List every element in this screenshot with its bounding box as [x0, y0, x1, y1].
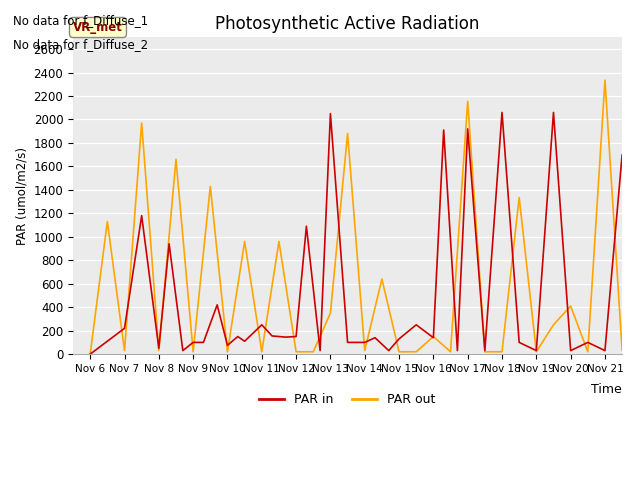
Text: No data for f_Diffuse_1: No data for f_Diffuse_1: [13, 14, 148, 27]
Text: Time: Time: [591, 383, 622, 396]
Title: Photosynthetic Active Radiation: Photosynthetic Active Radiation: [216, 15, 480, 33]
Legend: PAR in, PAR out: PAR in, PAR out: [254, 388, 441, 411]
Text: No data for f_Diffuse_2: No data for f_Diffuse_2: [13, 38, 148, 51]
Text: VR_met: VR_met: [73, 21, 123, 34]
Y-axis label: PAR (umol/m2/s): PAR (umol/m2/s): [15, 147, 28, 245]
